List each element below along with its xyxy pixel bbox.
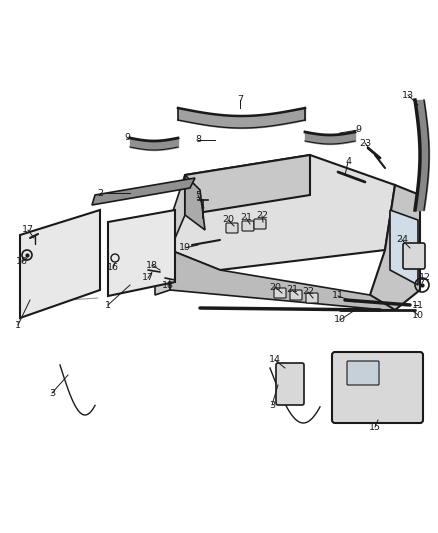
Text: 8: 8 (195, 135, 201, 144)
Text: 20: 20 (269, 282, 281, 292)
Text: 19: 19 (179, 244, 191, 253)
Text: 16: 16 (16, 257, 28, 266)
Text: 13: 13 (402, 91, 414, 100)
Text: 12: 12 (419, 273, 431, 282)
Polygon shape (170, 250, 395, 310)
Text: 10: 10 (334, 316, 346, 325)
Text: 18: 18 (146, 261, 158, 270)
Text: 9: 9 (355, 125, 361, 134)
Polygon shape (155, 175, 185, 295)
Text: 23: 23 (359, 139, 371, 148)
Text: 4: 4 (345, 157, 351, 166)
FancyBboxPatch shape (274, 288, 286, 298)
Text: 3: 3 (269, 400, 275, 409)
FancyBboxPatch shape (254, 219, 266, 229)
Text: 22: 22 (302, 287, 314, 296)
Text: 11: 11 (412, 301, 424, 310)
Text: 11: 11 (332, 292, 344, 301)
FancyBboxPatch shape (403, 243, 425, 269)
Text: 17: 17 (142, 273, 154, 282)
Polygon shape (92, 178, 195, 205)
Text: 5: 5 (195, 190, 201, 199)
FancyBboxPatch shape (226, 223, 238, 233)
Text: 21: 21 (240, 214, 252, 222)
Polygon shape (108, 210, 175, 296)
Polygon shape (20, 210, 100, 318)
Text: 9: 9 (124, 133, 130, 142)
Text: 17: 17 (22, 225, 34, 235)
Text: 1: 1 (15, 320, 21, 329)
Text: 14: 14 (269, 356, 281, 365)
Text: 7: 7 (237, 95, 243, 104)
FancyBboxPatch shape (242, 221, 254, 231)
Text: 16: 16 (107, 263, 119, 272)
Text: 3: 3 (49, 389, 55, 398)
Polygon shape (370, 185, 420, 310)
Text: 22: 22 (256, 212, 268, 221)
Polygon shape (390, 210, 418, 285)
Polygon shape (170, 155, 395, 270)
Text: 15: 15 (369, 423, 381, 432)
Text: 24: 24 (396, 236, 408, 245)
Polygon shape (185, 155, 310, 215)
Text: 18: 18 (162, 280, 174, 289)
Text: 10: 10 (412, 311, 424, 319)
Text: 21: 21 (286, 286, 298, 295)
Text: 2: 2 (97, 189, 103, 198)
Polygon shape (185, 175, 205, 230)
FancyBboxPatch shape (276, 363, 304, 405)
FancyBboxPatch shape (347, 361, 379, 385)
Text: 1: 1 (105, 301, 111, 310)
FancyBboxPatch shape (290, 290, 302, 300)
Text: 20: 20 (222, 215, 234, 224)
FancyBboxPatch shape (306, 293, 318, 303)
FancyBboxPatch shape (332, 352, 423, 423)
